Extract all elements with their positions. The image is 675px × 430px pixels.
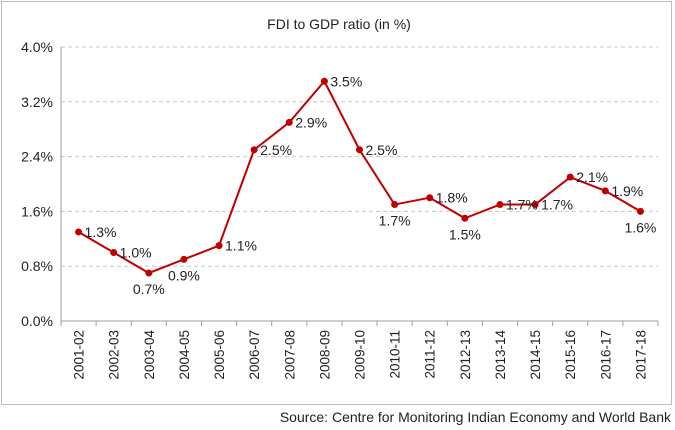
data-label: 1.3% [85,224,117,240]
data-point [601,187,609,195]
x-tick-label: 2014-15 [528,330,543,380]
data-point [566,173,574,181]
data-labels: 1.3%1.0%0.7%0.9%1.1%2.5%2.9%3.5%2.5%1.7%… [85,73,657,297]
data-label: 0.7% [133,281,165,297]
data-label: 0.9% [168,267,200,283]
data-label: 1.7% [506,197,538,213]
y-axis-ticks: 0.0% 0.8% 1.6% 2.4% 3.2% 4.0% [21,39,53,329]
data-point [356,146,363,154]
y-tick-label: 0.0% [21,313,53,329]
x-tick-label: 2003-04 [142,330,157,380]
data-label: 1.6% [624,219,656,235]
series-line-layer [78,80,641,275]
data-point [636,207,644,215]
data-point [145,269,153,277]
data-point [496,201,504,209]
data-point [215,242,223,250]
data-label: 1.5% [449,226,481,242]
data-label: 3.5% [330,73,362,89]
data-label: 1.8% [436,190,468,206]
data-point [110,249,118,256]
chart-title: FDI to GDP ratio (in %) [267,16,411,32]
x-tick-label: 2010-11 [388,330,403,379]
grid-layer [60,46,658,322]
y-tick-label: 2.4% [21,149,53,165]
x-tick-label: 2006-07 [247,330,262,380]
data-point [531,201,539,209]
x-tick-label: 2008-09 [317,330,332,380]
x-tick-label: 2007-08 [282,330,297,380]
x-tick-label: 2016-17 [598,330,613,380]
x-tick-label: 2005-06 [212,330,227,380]
data-point [461,214,469,222]
data-point [391,201,399,209]
x-tick-label: 2004-05 [177,330,192,380]
data-label: 2.5% [260,142,292,158]
x-tick-label: 2002-03 [107,330,122,380]
series-points [75,77,644,277]
x-tick-label: 2011-12 [423,330,438,379]
x-tick-label: 2009-10 [353,330,368,380]
fdi-gdp-line-chart: FDI to GDP ratio (in %) 0.0% 0.8% 1.6% 2.4%… [21,16,659,380]
data-point [75,228,83,236]
chart-border [1,1,672,405]
x-tick-label: 2001-02 [72,330,87,380]
data-point [180,255,188,263]
data-label: 2.9% [295,114,327,130]
y-tick-label: 1.6% [21,203,53,219]
data-point [426,194,434,202]
series-line [78,80,641,275]
x-tick-label: 2013-14 [493,330,508,380]
data-point [320,77,328,85]
data-label: 1.1% [225,238,257,254]
data-label: 1.7% [379,213,411,229]
data-label: 1.7% [541,197,573,213]
y-tick-label: 3.2% [21,94,53,110]
x-tick-label: 2015-16 [563,330,578,380]
y-tick-label: 0.8% [21,258,53,274]
data-label: 1.0% [120,245,152,261]
x-axis-ticks: 2001-02 2002-03 2003-04 2004-05 2005-06 2006-… [60,321,659,380]
data-label: 2.5% [366,142,398,158]
data-point [250,146,258,154]
y-tick-label: 4.0% [21,39,53,55]
data-label: 2.1% [576,169,608,185]
x-tick-label: 2012-13 [458,330,473,380]
source-note: Source: Centre for Monitoring Indian Eco… [279,409,671,425]
data-point [285,118,293,126]
x-tick-label: 2017-18 [633,330,648,380]
data-label: 1.9% [611,183,643,199]
